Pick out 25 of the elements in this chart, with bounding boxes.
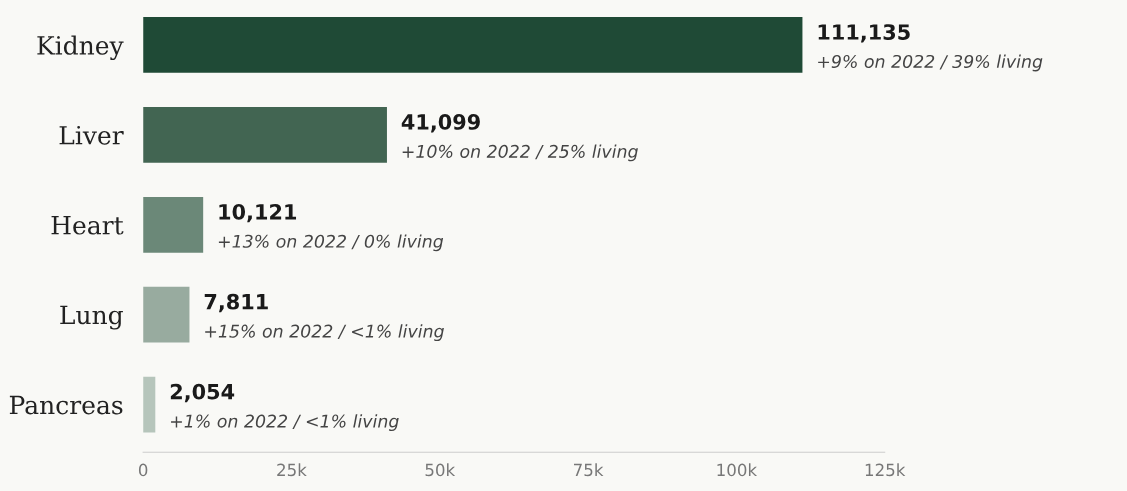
annotation: +15% on 2022 / <1% living bbox=[205, 324, 444, 342]
data-label: 7,811 bbox=[204, 293, 268, 313]
x-tick-label: 25k bbox=[277, 463, 307, 477]
x-tick-label: 50k bbox=[425, 463, 456, 477]
annotation: +1% on 2022 / <1% living bbox=[171, 414, 399, 432]
x-tick-label: 75k bbox=[574, 463, 604, 477]
bar bbox=[143, 17, 803, 73]
x-tick-label: 0 bbox=[138, 463, 148, 477]
y-tick-label: Liver bbox=[59, 125, 124, 145]
data-label: 111,135 bbox=[818, 24, 910, 43]
bar bbox=[143, 106, 387, 163]
y-tick-label: Lung bbox=[60, 305, 123, 330]
bar bbox=[143, 196, 204, 253]
data-label: 41,099 bbox=[401, 114, 480, 133]
x-tick-label: 100k bbox=[717, 463, 758, 477]
bar bbox=[143, 286, 190, 343]
annotation: +10% on 2022 / 25% living bbox=[402, 144, 638, 162]
y-tick-label: Pancreas bbox=[9, 395, 123, 415]
y-tick-label: Kidney bbox=[37, 35, 124, 60]
data-label: 10,121 bbox=[219, 203, 297, 223]
annotation: +9% on 2022 / 39% living bbox=[818, 54, 1043, 72]
data-label: 2,054 bbox=[170, 383, 235, 403]
x-tick-label: 125k bbox=[865, 463, 906, 477]
y-tick-label: Heart bbox=[51, 216, 124, 235]
annotation: +13% on 2022 / 0% living bbox=[218, 234, 444, 252]
